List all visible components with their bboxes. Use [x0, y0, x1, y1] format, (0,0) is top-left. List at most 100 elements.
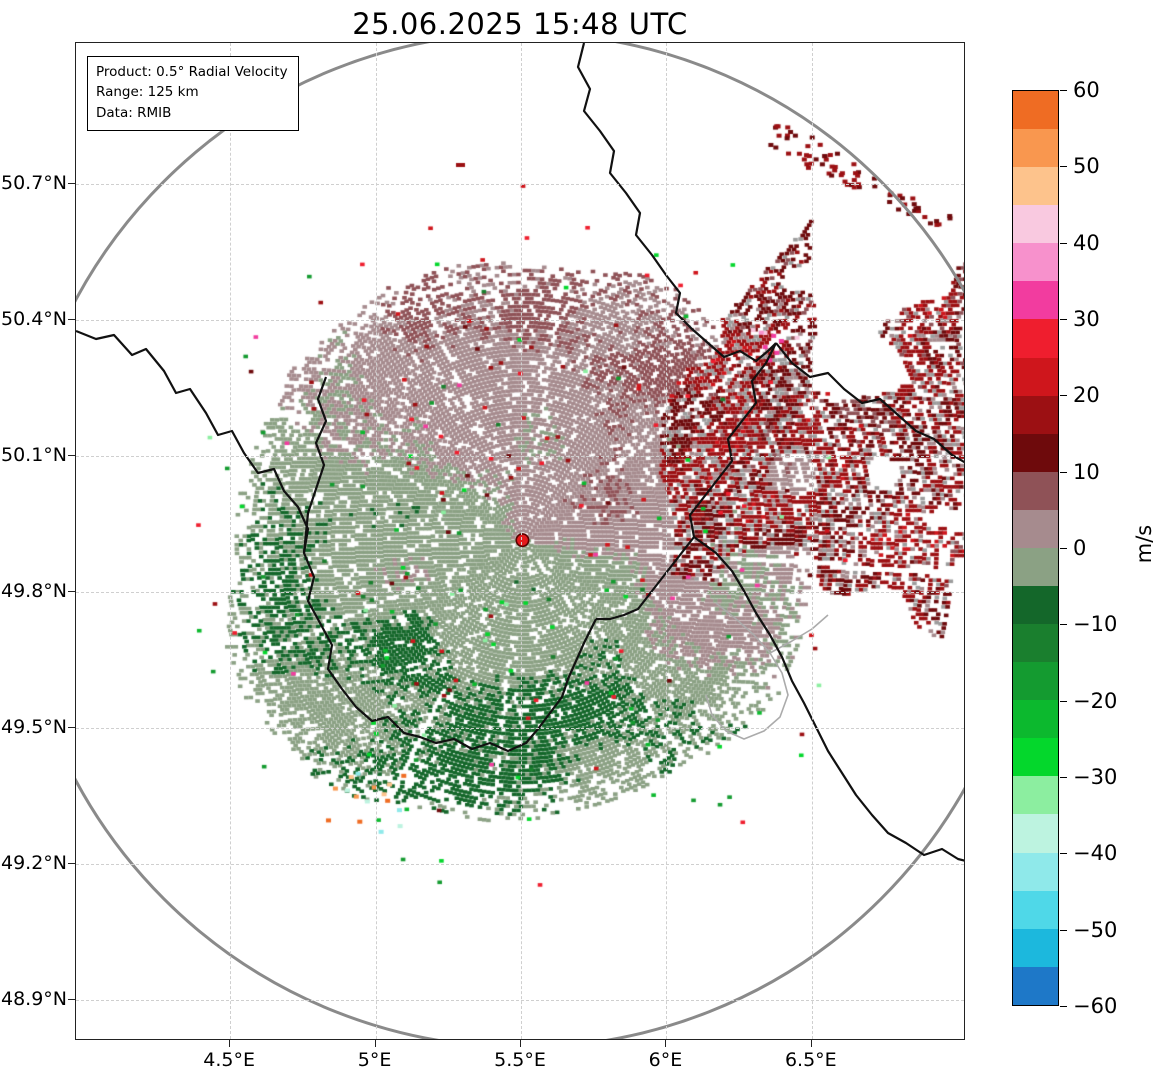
x-gridline [521, 43, 522, 1039]
country-border [576, 43, 777, 363]
y-tick-label: 49.5°N [1, 715, 68, 738]
colorbar-segment [1013, 776, 1058, 815]
x-tick-mark [665, 1040, 667, 1047]
x-tick-mark [374, 1040, 376, 1047]
colorbar-segment [1013, 586, 1058, 625]
colorbar-tick-label: 0 [1073, 536, 1087, 560]
colorbar-tick-label: 40 [1073, 230, 1100, 255]
colorbar-segment [1013, 129, 1058, 168]
x-tick-label: 6.5°E [784, 1049, 837, 1071]
figure-title: 25.06.2025 15:48 UTC [352, 7, 688, 41]
colorbar-unit-label: m/s [1132, 524, 1156, 564]
colorbar-tick-label: −10 [1073, 612, 1118, 637]
colorbar-segment [1013, 852, 1058, 891]
x-gridline [230, 43, 232, 1039]
country-border [76, 329, 310, 554]
map-borders-overlay [76, 43, 964, 1039]
colorbar-segment [1013, 624, 1058, 663]
country-border [302, 376, 597, 753]
x-gridline [666, 43, 668, 1039]
colorbar-tick-mark [1060, 853, 1067, 855]
colorbar-segment [1013, 471, 1058, 510]
y-tick-label: 49.2°N [1, 852, 68, 875]
y-tick-mark [68, 726, 75, 728]
colorbar-segment [1013, 662, 1058, 701]
colorbar-tick-label: −20 [1073, 688, 1118, 713]
colorbar-tick-mark [1060, 700, 1067, 702]
colorbar-segment [1013, 433, 1058, 472]
colorbar-segment [1013, 814, 1058, 853]
colorbar-segment [1013, 966, 1058, 1005]
product-info-box: Product: 0.5° Radial Velocity Range: 125… [87, 56, 299, 131]
x-tick-label: 5°E [357, 1049, 392, 1071]
radar-site-marker [515, 533, 530, 548]
colorbar-tick-mark [1060, 166, 1067, 168]
colorbar-tick-label: −50 [1073, 917, 1118, 942]
colorbar-segment [1013, 738, 1058, 777]
colorbar [1012, 90, 1059, 1006]
y-tick-mark [68, 182, 75, 184]
colorbar-segment [1013, 281, 1058, 320]
x-tick-label: 6°E [648, 1049, 683, 1071]
x-tick-label: 5.5°E [494, 1049, 546, 1071]
region-border-minor [705, 602, 789, 740]
map-plot-area: Product: 0.5° Radial Velocity Range: 125… [75, 42, 965, 1040]
colorbar-tick-mark [1060, 777, 1067, 778]
colorbar-segment [1013, 357, 1058, 396]
y-tick-mark [68, 999, 75, 1001]
x-gridline [375, 43, 377, 1039]
y-tick-label: 50.4°N [1, 307, 68, 330]
colorbar-tick-label: 60 [1073, 78, 1100, 102]
colorbar-segment [1013, 319, 1058, 358]
colorbar-tick-label: −40 [1073, 841, 1118, 866]
colorbar-tick-label: 50 [1073, 154, 1100, 179]
x-gridline [811, 43, 813, 1039]
y-tick-label: 50.1°N [1, 443, 68, 466]
range-label: Range: 125 km [96, 84, 199, 101]
colorbar-segment [1013, 243, 1058, 282]
colorbar-tick-mark [1060, 929, 1067, 931]
country-border [693, 536, 964, 862]
y-tick-label: 48.9°N [1, 988, 68, 1011]
colorbar-segment [1013, 91, 1058, 130]
colorbar-tick-label: 10 [1073, 459, 1100, 484]
country-border [775, 342, 964, 464]
colorbar-segment [1013, 509, 1058, 548]
y-gridline [76, 455, 964, 457]
colorbar-segment [1013, 167, 1058, 206]
colorbar-segment [1013, 395, 1058, 434]
colorbar-segment [1013, 700, 1058, 739]
colorbar-tick-mark [1060, 395, 1067, 397]
colorbar-tick-label: −30 [1073, 765, 1118, 789]
x-tick-mark [229, 1040, 231, 1047]
colorbar-tick-mark [1060, 471, 1067, 473]
colorbar-tick-label: 30 [1073, 307, 1100, 331]
country-border [596, 342, 777, 621]
y-tick-mark [68, 454, 75, 456]
colorbar-tick-mark [1060, 90, 1067, 91]
colorbar-tick-mark [1060, 624, 1067, 626]
data-source-label: Data: RMIB [96, 104, 172, 121]
x-tick-mark [810, 1040, 812, 1047]
y-tick-label: 50.7°N [1, 171, 68, 194]
y-gridline [76, 183, 964, 185]
y-tick-mark [68, 318, 75, 320]
x-tick-mark [520, 1040, 521, 1047]
y-gridline [76, 864, 964, 866]
y-gridline [76, 319, 964, 321]
product-label: Product: 0.5° Radial Velocity [96, 64, 288, 80]
y-tick-mark [68, 590, 75, 592]
colorbar-segment [1013, 890, 1058, 929]
y-gridline [76, 591, 964, 593]
colorbar-tick-label: 20 [1073, 383, 1100, 408]
region-border-minor [769, 614, 829, 654]
colorbar-tick-label: −60 [1073, 994, 1118, 1018]
y-tick-label: 49.8°N [1, 579, 68, 602]
colorbar-tick-mark [1060, 1006, 1067, 1007]
y-gridline [76, 1000, 964, 1002]
colorbar-tick-mark [1060, 319, 1067, 320]
colorbar-segment [1013, 547, 1058, 587]
colorbar-tick-mark [1060, 548, 1067, 549]
x-tick-label: 4.5°E [203, 1049, 255, 1071]
